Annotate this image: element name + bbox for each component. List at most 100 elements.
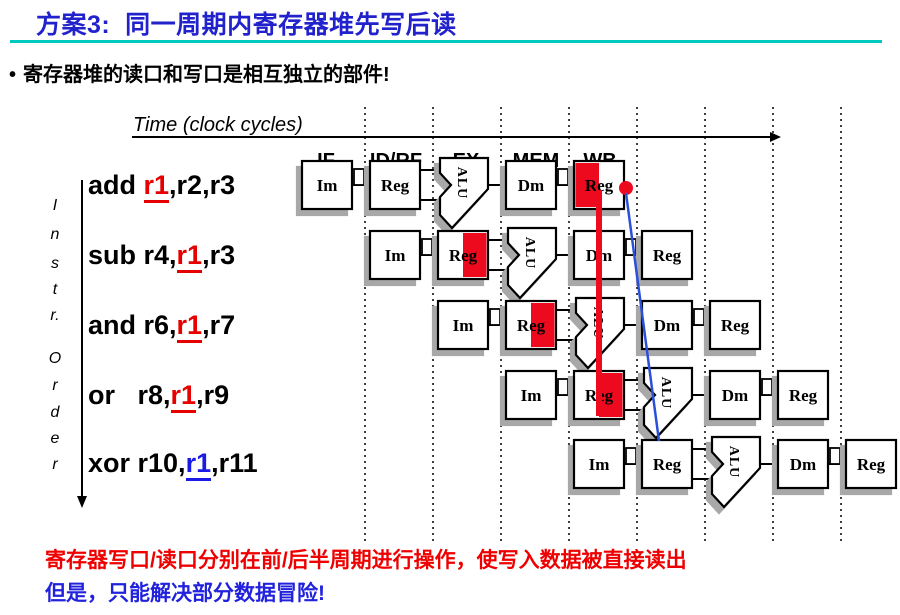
instr-text: ,r3 (202, 240, 236, 270)
reg-read-second-half-highlight (599, 373, 623, 417)
svg-text:ALU: ALU (726, 446, 741, 479)
hazard-register: r1 (143, 170, 170, 203)
write-point-dot (619, 181, 633, 195)
note-line-1: 寄存器写口/读口分别在前/后半周期进行操作，使写入数据被直接读出 (45, 549, 687, 572)
instr-text: ,r9 (196, 380, 230, 410)
svg-text:Dm: Dm (790, 455, 816, 474)
svg-text:Dm: Dm (722, 386, 748, 405)
note-line-2: 但是，只能解决部分数据冒险! (45, 582, 325, 605)
pipeline-row-add: Im Reg ALU Dm Reg (300, 156, 626, 230)
svg-text:Im: Im (317, 176, 338, 195)
pipeline-row-sub: Im Reg ALU Dm Reg (368, 226, 694, 300)
instruction-order-axis: I n s t r. O r d e r (49, 180, 87, 508)
pipeline-latch (761, 378, 773, 396)
svg-text:ALU: ALU (454, 167, 469, 200)
instr-text: ,r2,r3 (169, 170, 236, 200)
instr-text: and r6, (88, 310, 177, 340)
time-axis-label: Time (clock cycles) (133, 114, 303, 136)
im-box (504, 369, 558, 421)
instr-text: sub r4, (88, 240, 177, 270)
hazard-register: r1 (176, 240, 203, 273)
reg-write-first-half-highlight (575, 163, 599, 207)
dm-box (708, 369, 762, 421)
dm-box (640, 299, 694, 351)
instr-text: xor r10, (88, 448, 186, 478)
pipeline-row-and: Im Reg ALU Dm Reg (436, 296, 762, 370)
bullet-line: • 寄存器堆的读口和写口是相互独立的部件! (9, 58, 390, 87)
order-axis-letter: s (51, 255, 59, 272)
page-title: 方案3: 同一周期内寄存器堆先写后读 (36, 11, 457, 39)
reg-box (368, 159, 422, 211)
dm-box (776, 438, 830, 490)
instruction-sub: sub r4,r1,r3 (88, 238, 236, 273)
dm-box (504, 159, 558, 211)
svg-text:Reg: Reg (653, 455, 682, 474)
pipeline-latch (557, 168, 569, 186)
pipeline-latch (421, 238, 433, 256)
pipeline-latch (693, 308, 705, 326)
order-axis-letter: e (51, 430, 60, 447)
svg-text:Reg: Reg (721, 316, 750, 335)
svg-text:ALU: ALU (658, 377, 673, 410)
wb-reg-box (708, 299, 762, 351)
svg-text:Dm: Dm (518, 176, 544, 195)
reg-read-second-half-highlight (463, 233, 487, 277)
im-box (368, 229, 422, 281)
wb-reg-box (844, 438, 898, 490)
svg-text:Im: Im (453, 316, 474, 335)
forward-to-xor-line (624, 192, 661, 442)
pipeline-latch (557, 378, 569, 396)
order-axis-letter: d (51, 404, 61, 421)
instr-text: add (88, 170, 144, 200)
hazard-register: r1 (185, 448, 212, 481)
wb-reg-box (640, 229, 694, 281)
pipeline-row-or: Im Reg ALU Dm Reg (504, 366, 830, 440)
alu-shape: ALU (438, 156, 490, 230)
svg-text:Reg: Reg (857, 455, 886, 474)
alu-shape: ALU (710, 435, 762, 509)
pipeline-latch (829, 447, 841, 465)
pipeline-latch (489, 308, 501, 326)
bullet-marker-icon: • (9, 64, 17, 86)
cycle-boundary-lines (364, 107, 842, 545)
order-axis-letter: r (52, 377, 58, 394)
svg-text:Reg: Reg (789, 386, 818, 405)
svg-text:Dm: Dm (654, 316, 680, 335)
order-axis-letter: t (53, 281, 58, 298)
svg-text:Im: Im (589, 455, 610, 474)
bullet-text: 寄存器堆的读口和写口是相互独立的部件! (23, 64, 390, 86)
svg-text:Im: Im (521, 386, 542, 405)
pipeline-row-xor: Im Reg ALU Dm Reg (572, 435, 898, 509)
pipeline-latch (353, 168, 365, 186)
hazard-register: r1 (170, 380, 197, 413)
order-axis-letter: O (49, 350, 61, 367)
alu-shape: ALU (506, 226, 558, 300)
svg-text:Im: Im (385, 246, 406, 265)
reg-read-second-half-highlight (531, 303, 555, 347)
pipeline-latch (625, 447, 637, 465)
hazard-register: r1 (176, 310, 203, 343)
svg-text:Reg: Reg (653, 246, 682, 265)
instr-text: ,r11 (211, 448, 258, 478)
svg-text:Reg: Reg (585, 176, 614, 195)
time-arrowhead-icon (770, 132, 781, 142)
order-arrowhead-icon (77, 496, 87, 508)
svg-text:Reg: Reg (381, 176, 410, 195)
im-box (300, 159, 354, 211)
order-axis-letter: n (51, 226, 60, 243)
svg-text:Reg: Reg (449, 246, 478, 265)
instruction-xor: xor r10,r1,r11 (88, 446, 258, 481)
instruction-add: add r1,r2,r3 (88, 168, 236, 203)
hazard-overlays (596, 181, 661, 442)
svg-text:Reg: Reg (517, 316, 546, 335)
instr-text: or r8, (88, 380, 171, 410)
order-axis-letter: I (53, 197, 58, 214)
instruction-or: or r8,r1,r9 (88, 378, 230, 413)
wb-reg-box (776, 369, 830, 421)
time-axis: Time (clock cycles) (132, 114, 781, 142)
order-axis-letter: r. (50, 307, 59, 324)
title-underline-rule (10, 40, 882, 43)
im-box (572, 438, 626, 490)
